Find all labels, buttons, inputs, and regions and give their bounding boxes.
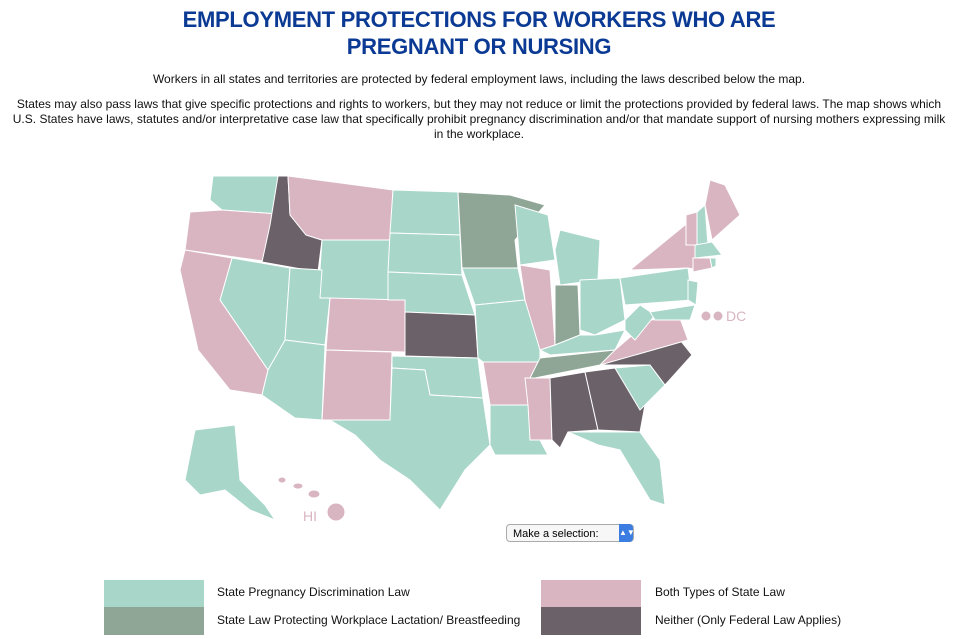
state[interactable] <box>307 489 321 499</box>
title: EMPLOYMENT PROTECTIONS FOR WORKERS WHO A… <box>0 6 958 60</box>
state[interactable] <box>584 367 646 433</box>
state[interactable] <box>261 339 326 421</box>
state[interactable] <box>524 377 553 441</box>
state[interactable] <box>704 179 741 241</box>
state[interactable] <box>287 175 394 241</box>
legend-swatch <box>541 580 641 608</box>
state[interactable] <box>389 189 461 236</box>
state[interactable] <box>579 277 626 336</box>
legend-label: State Pregnancy Discrimination Law <box>217 585 410 599</box>
title-line: EMPLOYMENT PROTECTIONS FOR WORKERS WHO A… <box>182 7 776 32</box>
legend-label: State Law Protecting Workplace Lactation… <box>217 613 521 627</box>
state[interactable] <box>277 476 287 484</box>
state[interactable] <box>712 310 724 322</box>
state[interactable] <box>692 257 713 273</box>
state[interactable] <box>709 257 717 269</box>
select-dropdown[interactable]: Make a selection: ▲▼ <box>506 524 635 542</box>
state[interactable] <box>461 267 526 306</box>
legend-swatch <box>541 607 641 635</box>
legend-swatch <box>104 607 204 635</box>
state[interactable] <box>687 279 699 306</box>
state[interactable] <box>700 310 712 322</box>
detail-text: States may also pass laws that give spec… <box>12 97 946 141</box>
state[interactable] <box>317 239 391 301</box>
state[interactable] <box>685 211 698 246</box>
state[interactable] <box>209 175 279 215</box>
state[interactable] <box>326 502 346 522</box>
state[interactable] <box>649 304 696 321</box>
us-map: DC HI <box>179 175 746 524</box>
state[interactable] <box>567 431 666 506</box>
state[interactable] <box>321 349 393 421</box>
legend-label: Both Types of State Law <box>655 585 785 599</box>
legend-swatch <box>104 580 204 608</box>
state[interactable] <box>184 424 277 522</box>
state[interactable] <box>328 367 491 511</box>
select-label: Make a selection: <box>513 528 599 540</box>
intro-text: Workers in all states and territories ar… <box>152 72 806 86</box>
state[interactable] <box>538 329 626 356</box>
state[interactable] <box>292 482 304 490</box>
dc-label: DC <box>726 308 746 324</box>
legend-label: Neither (Only Federal Law Applies) <box>655 613 842 627</box>
state[interactable] <box>694 241 723 259</box>
state[interactable] <box>624 304 656 341</box>
state[interactable] <box>514 204 556 266</box>
hi-label: HI <box>303 508 317 524</box>
state[interactable] <box>325 297 406 353</box>
state[interactable] <box>404 311 479 359</box>
state[interactable] <box>387 232 463 276</box>
select-arrow: ▲▼ <box>619 524 635 542</box>
title-line: PREGNANT OR NURSING <box>346 34 612 59</box>
state[interactable] <box>619 267 693 306</box>
state[interactable] <box>554 229 601 286</box>
